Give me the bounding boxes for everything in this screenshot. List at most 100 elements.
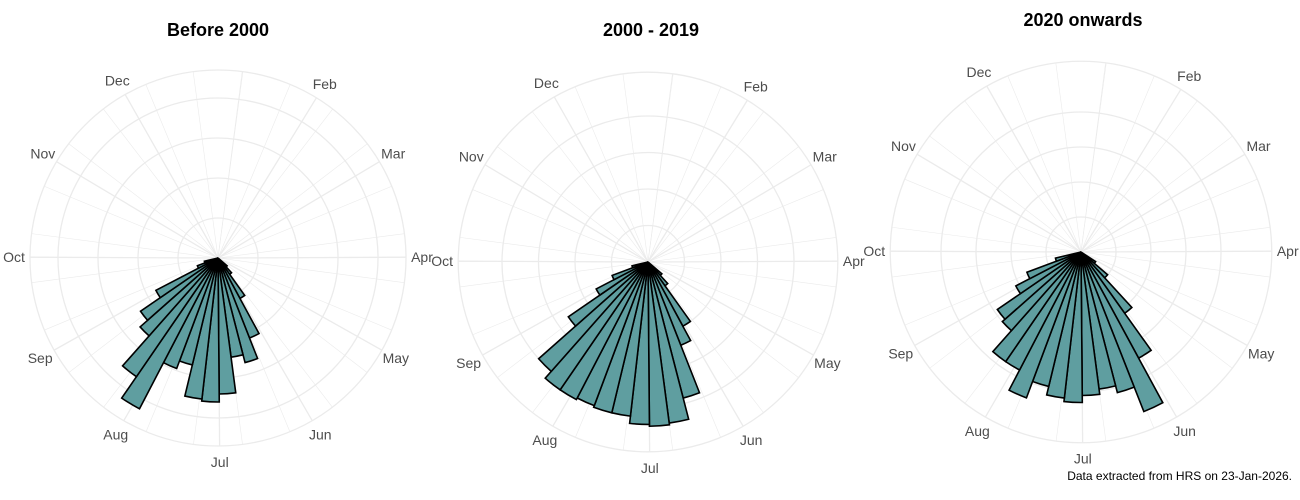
chart-title: 2000 - 2019 <box>602 20 700 40</box>
polar-bar <box>217 257 259 364</box>
chart-title: 2020 onwards <box>1023 10 1143 30</box>
polar-bar <box>537 261 649 373</box>
major-gridline <box>1080 251 1248 347</box>
chart-panel-2020-onwards: 2020 onwards <box>866 0 1300 500</box>
month-label-nov: Nov <box>459 149 484 165</box>
major-gridline <box>56 161 219 259</box>
major-gridline <box>1080 153 1246 253</box>
polar-bar <box>1025 251 1082 280</box>
month-label-feb: Feb <box>1177 68 1201 84</box>
major-gridline <box>1080 250 1272 253</box>
month-label-nov: Nov <box>30 145 55 161</box>
minor-gridline <box>217 257 368 373</box>
major-gridline <box>217 97 317 259</box>
minor-gridline <box>217 257 392 331</box>
minor-gridline <box>647 111 765 263</box>
minor-gridline <box>68 143 219 259</box>
minor-gridline <box>1055 62 1082 253</box>
month-label-oct: Oct <box>3 249 25 265</box>
polar-bar <box>1001 251 1082 332</box>
major-gridline <box>647 164 812 263</box>
polar-bar <box>1054 251 1082 263</box>
major-gridline <box>458 260 649 263</box>
minor-gridline <box>1080 178 1258 253</box>
minor-gridline <box>217 257 333 408</box>
chart-panel-2000-2019: 2000 - 2019 <box>436 0 866 500</box>
minor-gridline <box>891 251 1082 278</box>
month-label-apr: Apr <box>411 249 433 265</box>
month-label-may: May <box>383 350 409 366</box>
polar-bar <box>1014 251 1082 295</box>
minor-gridline <box>1080 251 1233 369</box>
polar-bar <box>154 257 219 299</box>
minor-gridline <box>217 84 291 259</box>
minor-gridline <box>647 146 799 263</box>
month-label-may: May <box>1248 345 1274 361</box>
month-label-oct: Oct <box>431 253 453 269</box>
minor-gridline <box>217 71 243 259</box>
minor-gridline <box>459 261 649 288</box>
polar-bar <box>996 251 1082 321</box>
month-label-aug: Aug <box>103 427 128 443</box>
minor-gridline <box>217 233 405 259</box>
month-label-jun: Jun <box>309 427 332 443</box>
month-label-mar: Mar <box>1246 138 1270 154</box>
polar-bar <box>1008 251 1082 399</box>
minor-gridline <box>472 189 649 263</box>
chart-panel-before-2000: Before 2000 <box>0 0 436 500</box>
polar-chart-1: Feb Mar Apr May Jun Jul Aug Sep Oct Nov Dec <box>431 71 865 476</box>
month-label-jun: Jun <box>1173 423 1196 439</box>
month-label-jul: Jul <box>641 460 659 476</box>
major-gridline <box>916 153 1082 253</box>
major-gridline <box>217 161 380 259</box>
minor-gridline <box>44 257 219 331</box>
minor-gridline <box>1080 62 1106 253</box>
minor-gridline <box>192 71 219 259</box>
outer-ring <box>29 69 407 447</box>
minor-gridline <box>904 178 1082 253</box>
major-gridline <box>553 96 649 263</box>
minor-gridline <box>1080 75 1155 253</box>
month-label-mar: Mar <box>381 145 405 161</box>
chart-title: Before 2000 <box>166 20 270 40</box>
minor-gridline <box>103 108 219 259</box>
month-label-sep: Sep <box>888 345 913 361</box>
polar-bar <box>203 257 219 264</box>
month-label-may: May <box>814 355 840 371</box>
month-label-dec: Dec <box>105 73 130 89</box>
month-label-dec: Dec <box>966 64 991 80</box>
major-gridline <box>647 261 814 356</box>
polar-bar <box>647 261 671 428</box>
minor-gridline <box>622 73 649 263</box>
minor-gridline <box>647 86 722 263</box>
minor-gridline <box>574 86 649 263</box>
outer-ring <box>457 71 839 453</box>
polar-bar <box>1080 251 1164 413</box>
major-gridline <box>217 256 407 259</box>
minor-gridline <box>44 185 219 259</box>
polar-chart-2: Feb Mar Apr May Jun Jul Aug Sep Oct Nov Dec <box>863 60 1299 467</box>
major-gridline <box>29 256 219 259</box>
month-label-jul: Jul <box>1074 451 1092 467</box>
month-label-nov: Nov <box>891 138 916 154</box>
month-label-aug: Aug <box>965 423 990 439</box>
polar-bar <box>631 261 649 269</box>
grid-ring <box>57 97 379 419</box>
minor-gridline <box>929 135 1082 253</box>
minor-gridline <box>497 146 649 263</box>
major-gridline <box>890 250 1082 253</box>
minor-gridline <box>647 261 799 378</box>
minor-gridline <box>964 100 1082 253</box>
month-label-mar: Mar <box>813 149 837 165</box>
major-gridline <box>647 260 838 263</box>
minor-gridline <box>647 261 837 288</box>
month-label-sep: Sep <box>28 350 53 366</box>
polar-bar <box>567 261 649 328</box>
minor-gridline <box>1080 251 1271 278</box>
month-label-jun: Jun <box>740 432 763 448</box>
polar-bar <box>544 261 649 391</box>
data-source-caption: Data extracted from HRS on 23-Jan-2026. <box>1067 469 1292 483</box>
major-gridline <box>986 85 1082 253</box>
minor-gridline <box>647 261 824 336</box>
